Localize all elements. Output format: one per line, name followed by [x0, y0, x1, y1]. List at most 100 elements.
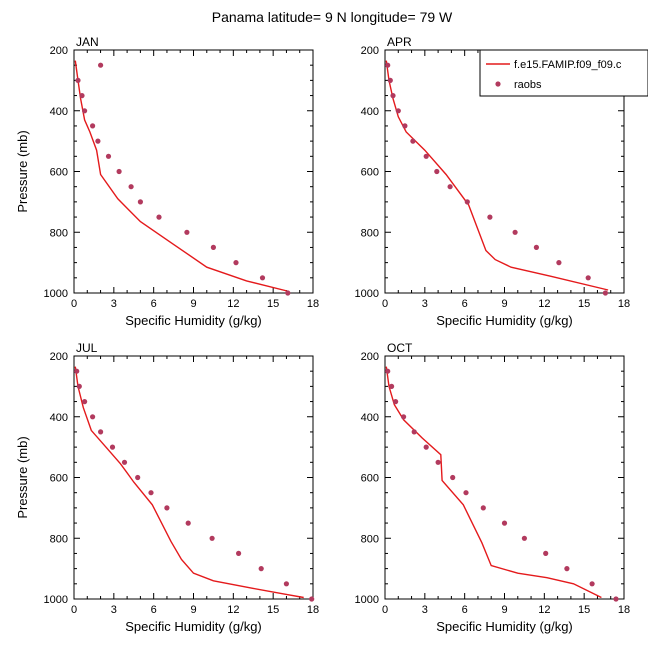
raobs-point	[258, 566, 264, 572]
raobs-point	[236, 550, 242, 557]
raobs-point	[389, 383, 395, 389]
panel-jan: JAN 0 3 6 9 12 15 18 200 400 600 800 1000 Specific Hu…	[15, 35, 319, 328]
y-tick-label: 200	[50, 45, 68, 57]
y-tick-label: 400	[361, 412, 379, 424]
raobs-point	[98, 429, 104, 435]
x-tick-label: 6	[462, 604, 468, 616]
raobs-point	[95, 138, 101, 144]
raobs-point	[435, 459, 441, 465]
x-tick-label: 12	[538, 604, 550, 616]
raobs-point	[463, 490, 469, 496]
raobs-point	[82, 108, 88, 114]
raobs-point	[556, 260, 562, 266]
raobs-point	[185, 520, 191, 526]
panel-label: JUL	[76, 341, 98, 355]
x-tick-label: 0	[71, 298, 77, 310]
raobs-point	[423, 153, 429, 159]
raobs-point	[487, 214, 493, 220]
y-tick-label: 400	[50, 106, 68, 118]
y-tick-label: 400	[50, 412, 68, 424]
y-tick-label: 600	[50, 473, 68, 485]
x-tick-label: 18	[618, 604, 630, 616]
y-tick-label: 1000	[44, 288, 68, 300]
x-axis-label: Specific Humidity (g/kg)	[436, 313, 573, 328]
y-tick-label: 200	[50, 351, 68, 363]
x-tick-label: 12	[538, 298, 550, 310]
plot-frame	[73, 49, 314, 294]
x-tick-label: 3	[111, 604, 117, 616]
raobs-point	[259, 275, 266, 281]
model-profile-line	[385, 366, 602, 599]
legend-model-label: f.e15.FAMIP.f09_f09.c	[514, 59, 622, 71]
raobs-point	[501, 520, 508, 526]
y-tick-label: 1000	[355, 594, 379, 606]
raobs-point	[82, 399, 88, 405]
x-tick-label: 3	[422, 298, 428, 310]
raobs-point	[285, 290, 291, 296]
x-tick-label: 15	[578, 298, 590, 310]
raobs-point	[233, 260, 239, 266]
raobs-point	[447, 184, 453, 190]
raobs-point	[480, 505, 486, 511]
panel-apr: APR 0 3 6 9 12 15 18 200 400 600 800 1000 Specific Hu…	[355, 35, 648, 328]
raobs-point	[401, 414, 407, 420]
x-tick-label: 0	[71, 604, 77, 616]
panel-oct: OCT 0 3 6 9 12 15 18 200 400 600 800 1000 Specific Hu…	[355, 341, 631, 634]
panel-label: APR	[387, 35, 412, 49]
model-profile-line	[74, 60, 290, 293]
x-tick-label: 9	[190, 604, 196, 616]
x-tick-label: 0	[382, 298, 388, 310]
raobs-point	[602, 290, 609, 296]
plot-frame	[384, 355, 625, 600]
legend-raobs-label: raobs	[514, 79, 542, 91]
raobs-point	[156, 214, 162, 220]
legend-raobs-marker	[495, 81, 501, 87]
x-tick-label: 6	[151, 604, 157, 616]
raobs-point	[184, 229, 190, 235]
panel-label: JAN	[76, 35, 99, 49]
y-tick-label: 600	[361, 167, 379, 179]
x-axis-label: Specific Humidity (g/kg)	[436, 619, 573, 634]
raobs-point	[135, 474, 141, 481]
raobs-point	[128, 184, 134, 190]
raobs-point	[390, 93, 396, 99]
y-axis-label: Pressure (mb)	[15, 130, 30, 212]
y-tick-label: 400	[361, 106, 379, 118]
x-tick-label: 9	[501, 298, 507, 310]
raobs-point	[90, 123, 96, 129]
x-tick-label: 6	[151, 298, 157, 310]
raobs-point	[533, 244, 540, 250]
raobs-point	[209, 535, 215, 541]
raobs-point	[543, 550, 549, 557]
raobs-point	[283, 581, 289, 587]
raobs-point	[402, 123, 408, 129]
y-tick-label: 200	[361, 351, 379, 363]
raobs-point	[585, 275, 591, 281]
raobs-point	[164, 505, 170, 511]
y-tick-label: 600	[50, 167, 68, 179]
y-tick-label: 200	[361, 45, 379, 57]
y-tick-label: 800	[50, 533, 68, 545]
raobs-point	[105, 153, 112, 159]
raobs-point	[309, 596, 315, 602]
raobs-point	[434, 168, 440, 175]
raobs-point	[410, 138, 416, 144]
raobs-point	[395, 108, 401, 114]
raobs-point	[121, 459, 128, 465]
panel-jul: JUL 0 3 6 9 12 15 18 200 400 600 800 1000 Specific Hu…	[15, 341, 319, 634]
x-tick-label: 18	[618, 298, 630, 310]
x-tick-label: 6	[462, 298, 468, 310]
raobs-point	[90, 414, 96, 420]
raobs-point	[387, 77, 393, 83]
x-tick-label: 0	[382, 604, 388, 616]
x-tick-label: 9	[190, 298, 196, 310]
panel-label: OCT	[387, 341, 413, 355]
raobs-point	[75, 77, 81, 83]
y-tick-label: 1000	[44, 594, 68, 606]
raobs-point	[464, 199, 470, 205]
x-tick-label: 12	[227, 298, 239, 310]
x-tick-label: 3	[422, 604, 428, 616]
x-axis-label: Specific Humidity (g/kg)	[125, 619, 262, 634]
raobs-point	[385, 62, 391, 68]
